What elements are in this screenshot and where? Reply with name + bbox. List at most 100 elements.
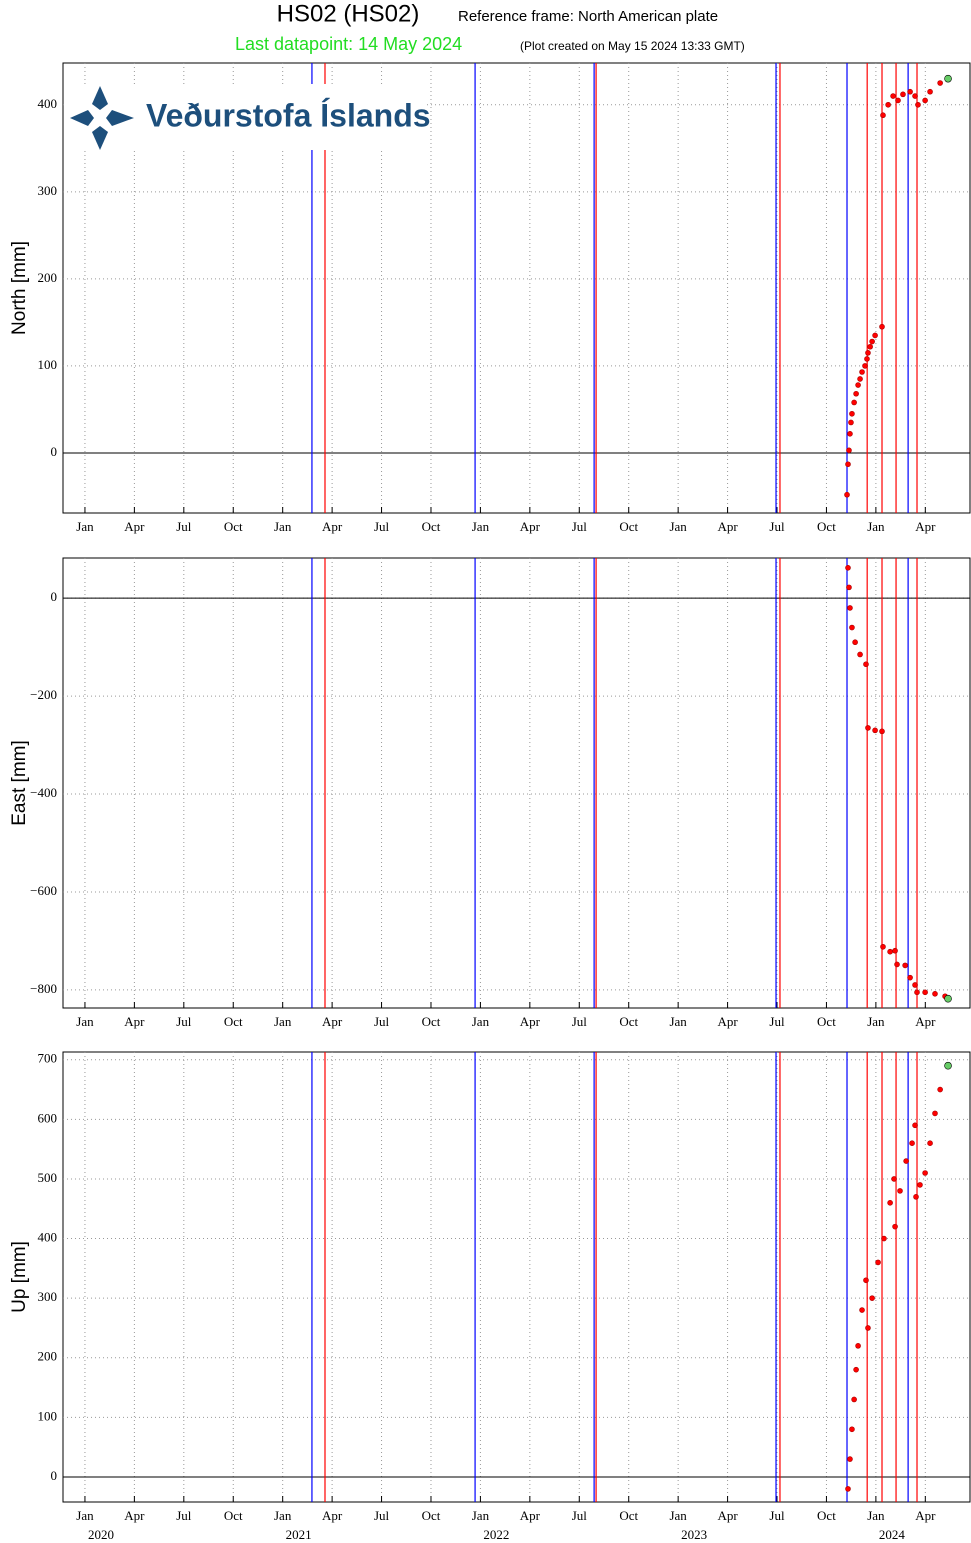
x-tick-label: Oct	[224, 519, 243, 534]
data-point	[917, 1182, 923, 1188]
x-tick-label: Oct	[224, 1014, 243, 1029]
x-tick-label: Jan	[669, 519, 687, 534]
data-point	[855, 382, 861, 388]
x-tick-label: Apr	[124, 1508, 145, 1523]
data-point	[872, 727, 878, 734]
x-tick-label: Jul	[572, 1014, 588, 1029]
plot-frame	[62, 1051, 971, 1503]
x-tick-label: Jan	[867, 1014, 885, 1029]
data-point	[907, 974, 913, 981]
panel: −800 −600 −400 −200 0 Jan Apr Jul Oct Jan Apr Jul Oc…	[9, 557, 971, 1029]
x-tick-label: Jul	[176, 1014, 192, 1029]
plots: 0 100 200 300 400 Jan Apr Jul Oct Jan Apr Jul Oct Jan…	[9, 62, 971, 1542]
data-point	[869, 338, 875, 345]
x-tick-label: Apr	[717, 519, 738, 534]
x-tick-label: Oct	[619, 519, 638, 534]
data-point	[909, 1140, 915, 1146]
x-tick-label: Oct	[817, 1014, 836, 1029]
data-point	[864, 356, 870, 362]
logo-text: Veðurstofa Íslands	[146, 97, 431, 133]
data-point	[863, 661, 869, 668]
data-point	[912, 982, 918, 988]
data-point	[865, 350, 871, 356]
y-tick-label: 100	[38, 357, 58, 372]
data-point	[867, 343, 873, 350]
reference-frame: Reference frame: North American plate	[458, 8, 718, 25]
data-point	[922, 1170, 928, 1176]
x-tick-label: Apr	[717, 1014, 738, 1029]
data-point	[897, 1188, 903, 1194]
data-point	[937, 80, 943, 86]
x-tick-label: Jan	[472, 1014, 490, 1029]
last-point	[944, 1061, 952, 1070]
data-point	[869, 1295, 875, 1301]
data-point	[847, 430, 853, 437]
data-point	[890, 93, 896, 99]
year-label: 2022	[483, 1527, 509, 1542]
logo-icon	[70, 110, 94, 126]
y-tick-label: −200	[30, 687, 57, 702]
x-tick-label: Apr	[520, 1014, 541, 1029]
x-tick-label: Jan	[76, 519, 94, 534]
x-tick-label: Apr	[520, 519, 541, 534]
title: HS02 (HS02)	[277, 0, 420, 27]
x-tick-label: Jan	[274, 1508, 292, 1523]
data-point	[915, 101, 921, 108]
data-point	[894, 961, 900, 968]
x-tick-label: Jul	[769, 519, 785, 534]
data-point	[845, 1486, 851, 1492]
data-point	[913, 1194, 919, 1200]
data-point	[846, 584, 852, 591]
x-tick-label: Apr	[322, 1014, 343, 1029]
y-tick-label: −400	[30, 785, 57, 800]
y-axis-label: Up [mm]	[9, 1241, 30, 1313]
data-point	[891, 1176, 897, 1182]
y-tick-label: 400	[38, 1230, 58, 1245]
data-point	[902, 962, 908, 969]
data-point	[848, 419, 854, 426]
data-point	[853, 1366, 859, 1373]
y-tick-label: −600	[30, 883, 57, 898]
x-tick-label: Jan	[274, 519, 292, 534]
data-point	[845, 564, 851, 571]
logo: Veðurstofa Íslands	[66, 84, 431, 150]
data-point	[907, 88, 913, 95]
last-point	[944, 74, 952, 83]
data-point	[892, 1223, 898, 1230]
x-tick-label: Jan	[76, 1508, 94, 1523]
year-label: 2021	[286, 1527, 312, 1542]
data-point	[927, 88, 933, 95]
data-point	[865, 1325, 871, 1331]
x-tick-label: Jul	[176, 519, 192, 534]
logo-icon	[106, 110, 134, 126]
data-point	[881, 1235, 887, 1242]
x-tick-label: Oct	[422, 1014, 441, 1029]
x-tick-label: Jan	[472, 519, 490, 534]
y-tick-label: −800	[30, 981, 57, 996]
data-point	[847, 1456, 853, 1462]
y-tick-label: 600	[38, 1110, 58, 1125]
x-tick-label: Oct	[224, 1508, 243, 1523]
data-point	[922, 97, 928, 104]
data-point	[857, 651, 863, 658]
y-axis-label: North [mm]	[9, 241, 30, 335]
logo-icon	[92, 126, 108, 150]
data-point	[844, 491, 850, 498]
panel: 0 100 200 300 400 500 600 700 Jan Apr Jul Oct Jan Apr…	[9, 1051, 971, 1542]
x-tick-label: Apr	[520, 1508, 541, 1523]
x-tick-label: Apr	[915, 1014, 936, 1029]
y-tick-label: 200	[38, 270, 58, 285]
data-point	[852, 639, 858, 646]
data-point	[879, 323, 885, 330]
x-tick-label: Oct	[619, 1508, 638, 1523]
y-tick-label: 300	[38, 183, 58, 198]
x-tick-label: Apr	[124, 519, 145, 534]
x-tick-label: Apr	[322, 1508, 343, 1523]
x-tick-label: Jul	[374, 1508, 390, 1523]
x-tick-label: Oct	[619, 1014, 638, 1029]
data-point	[932, 1110, 938, 1117]
data-point	[865, 725, 871, 731]
x-tick-label: Jul	[374, 1014, 390, 1029]
data-point	[857, 376, 863, 382]
